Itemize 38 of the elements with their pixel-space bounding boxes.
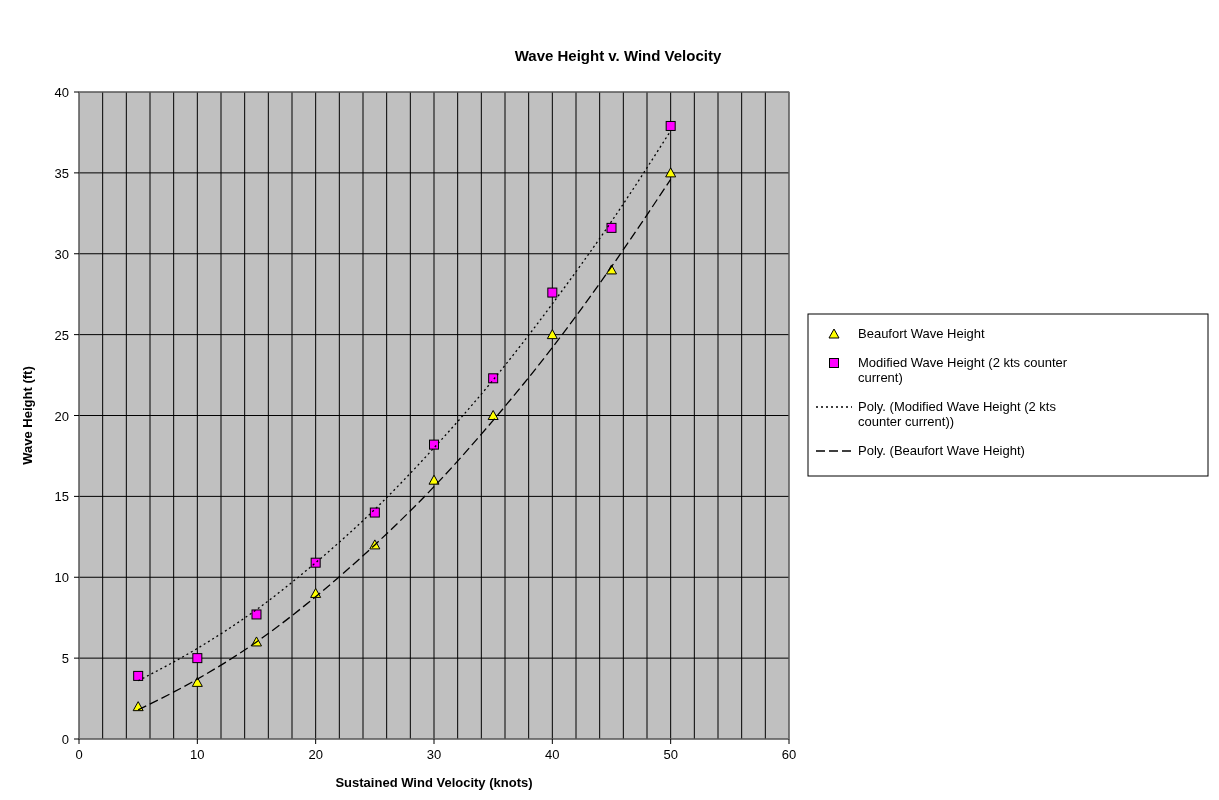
point [665, 120, 676, 131]
point [310, 557, 321, 568]
y-tick-label: 10 [54, 570, 69, 586]
legend-label: Poly. (Modified Wave Height (2 kts counter current)) [858, 399, 1057, 429]
point [487, 410, 499, 420]
point [488, 373, 499, 384]
point [547, 287, 558, 298]
legend-label: Modified Wave Height (2 kts counter current) [858, 355, 1068, 385]
legend-label: Poly. (Beaufort Wave Height) [858, 443, 1025, 458]
point [191, 676, 203, 687]
y-tick-label: 15 [54, 489, 69, 505]
x-tick-label: 40 [545, 747, 560, 762]
point [251, 609, 262, 620]
point [428, 474, 440, 485]
point [665, 167, 677, 178]
x-tick-label: 50 [663, 747, 678, 762]
x-axis-title: Sustained Wind Velocity (knots) [335, 775, 533, 790]
y-tick-label: 20 [54, 408, 69, 424]
y-tick-label: 5 [61, 651, 69, 667]
point [606, 222, 617, 233]
y-tick-label: 0 [61, 732, 69, 747]
y-tick-label: 25 [54, 327, 69, 343]
legend-label: Beaufort Wave Height [858, 326, 986, 341]
point [133, 670, 144, 681]
x-tick-label: 10 [190, 747, 205, 762]
point [429, 439, 439, 450]
x-tick-label: 20 [308, 747, 323, 762]
y-tick-label: 35 [54, 165, 69, 181]
x-tick-label: 30 [426, 747, 442, 762]
point [546, 329, 558, 340]
x-tick-label: 0 [75, 747, 83, 762]
point [369, 507, 380, 518]
y-tick-label: 40 [54, 85, 69, 100]
x-tick-label: 60 [781, 747, 797, 762]
point [192, 653, 203, 664]
y-tick-label: 30 [54, 246, 69, 262]
y-axis-title: Wave Height (ft) [20, 366, 35, 465]
chart-title: Wave Height v. Wind Velocity [514, 47, 722, 64]
